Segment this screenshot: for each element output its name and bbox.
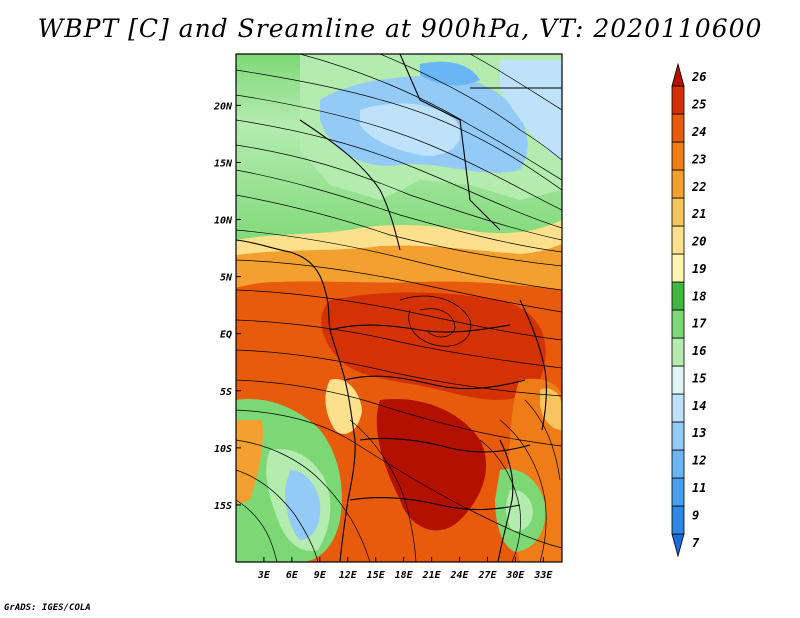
x-tick-label: 12E [339, 570, 358, 581]
colorbar-label: 23 [691, 152, 706, 166]
colorbar-label: 21 [691, 207, 706, 221]
x-tick-label: 6E [286, 570, 299, 581]
colorbar-segment [671, 505, 685, 535]
x-tick-label: 9E [314, 570, 327, 581]
y-tick-label: EQ [220, 330, 232, 341]
y-tick-label: 20N [213, 101, 233, 112]
colorbar-label: 26 [691, 70, 706, 84]
colorbar-label: 9 [692, 508, 699, 522]
colorbar-label: 7 [692, 536, 700, 550]
colorbar-segment [671, 309, 685, 339]
x-tick-label: 30E [505, 570, 525, 581]
colorbar-label: 22 [691, 180, 706, 194]
x-tick-label: 33E [533, 570, 553, 581]
colorbar-label: 11 [692, 481, 706, 495]
colorbar-segment [671, 477, 685, 507]
y-tick-label: 10N [214, 216, 233, 227]
y-tick-label: 5N [220, 273, 233, 284]
colorbar-label: 16 [692, 344, 706, 358]
colorbar-segment [671, 197, 685, 227]
colorbar-segment [671, 141, 685, 171]
colorbar-segment [671, 365, 685, 395]
coastlines-borders [236, 54, 562, 562]
colorbar-segment [671, 169, 685, 199]
colorbar-label: 19 [692, 262, 706, 276]
x-tick-label: 24E [450, 570, 470, 581]
chart-title: WBPT [C] and Sreamline at 900hPa, VT: 20… [37, 14, 763, 43]
colorbar-label: 15 [692, 371, 706, 385]
y-tick-label: 10S [214, 444, 232, 455]
colorbar-segment [671, 253, 685, 283]
colorbar-segment [671, 533, 685, 558]
y-tick-label: 15S [214, 501, 232, 512]
colorbar-segment [671, 393, 685, 423]
colorbar-segment [671, 62, 685, 87]
software-credit: GrADS: IGES/COLA [4, 603, 91, 613]
colorbar-segment [671, 281, 685, 311]
colorbar-label: 25 [691, 98, 706, 112]
colorbar-label: 17 [692, 317, 707, 331]
colorbar-segment [671, 337, 685, 367]
colorbar-segment [671, 449, 685, 479]
colorbar-label: 14 [692, 399, 706, 413]
y-axis: 20N 15N 10N 5N EQ 5S 10S 15S [213, 101, 241, 512]
colorbar-label: 20 [691, 235, 706, 249]
x-tick-label: 21E [422, 570, 442, 581]
y-tick-label: 5S [220, 387, 232, 398]
colorbar-label: 24 [691, 125, 706, 139]
streamlines [236, 54, 562, 562]
colorbar-label: 13 [692, 426, 706, 440]
x-tick-label: 15E [367, 570, 386, 581]
x-tick-label: 27E [477, 570, 497, 581]
x-axis: 3E 6E 9E 12E 15E 18E 21E 24E 27E 30E 33E [257, 557, 553, 581]
colorbar-segment [671, 113, 685, 143]
colorbar-segment [671, 85, 685, 115]
colorbar-label: 12 [692, 454, 706, 468]
map-frame [235, 53, 563, 563]
colorbar-label: 18 [692, 289, 706, 303]
colorbar-segment [671, 421, 685, 451]
x-tick-label: 18E [395, 570, 414, 581]
colorbar-segment [671, 225, 685, 255]
colorbar: 7 9 11 12 13 14 15 16 17 18 19 20 21 22 23 24 25 26 [671, 62, 707, 558]
y-tick-label: 15N [214, 158, 233, 169]
x-tick-label: 3E [257, 570, 271, 581]
